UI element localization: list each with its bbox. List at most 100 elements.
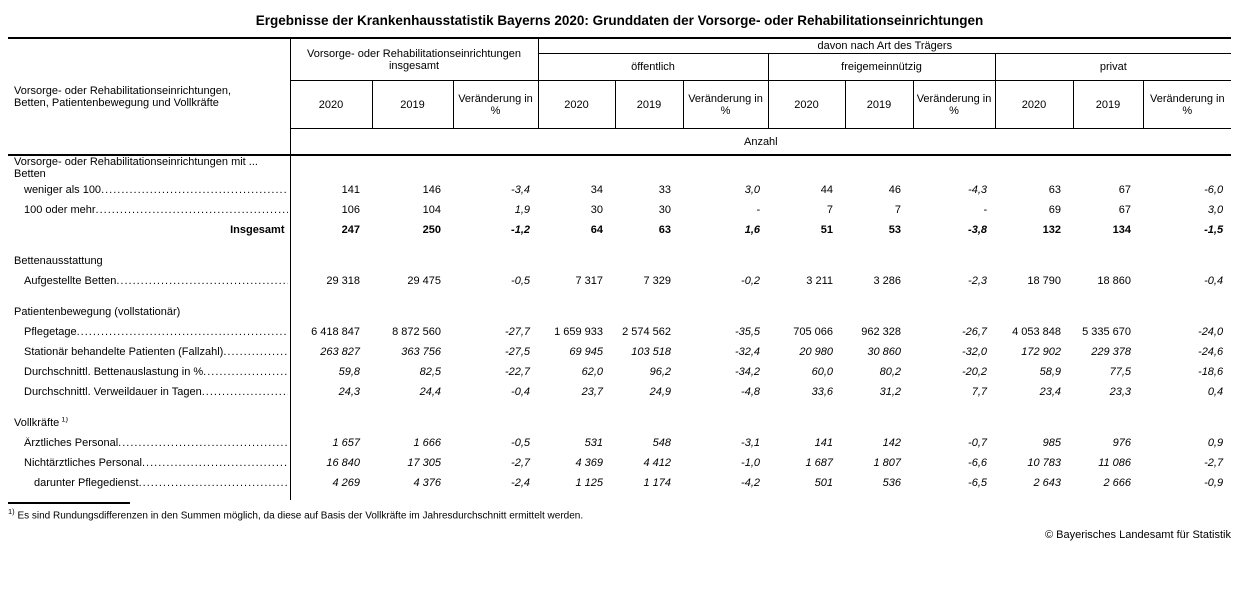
cell: 141 [341, 184, 360, 196]
col-header-2020: 2020 [995, 80, 1074, 129]
footnote-marker: 1) [8, 507, 15, 516]
cell: 536 [882, 477, 902, 489]
cell: 103 518 [631, 346, 672, 358]
cell: 63 [1048, 184, 1062, 196]
cell: 33,6 [811, 386, 834, 398]
table-row: Nichtärztliches Personal 16 840 17 305 -2,7… [8, 453, 1231, 473]
col-header-2020: 2020 [538, 80, 616, 129]
cell: 24,3 [338, 386, 360, 398]
cell: 1 174 [643, 477, 672, 489]
cell: -24,0 [1198, 326, 1224, 338]
cell: 3 286 [873, 275, 902, 287]
table-row: Stationär behandelte Patienten (Fallzahl… [8, 342, 1231, 362]
spacer-cell [8, 240, 291, 251]
dot-leader [118, 437, 287, 449]
cell: 69 [1048, 204, 1062, 216]
cell: 250 [422, 224, 441, 236]
cell: 1 659 933 [554, 326, 604, 338]
main-table: Vorsorge- oder Rehabilitationseinrichtun… [8, 37, 1232, 500]
spacer-cell [290, 240, 1231, 251]
cell: -20,2 [961, 366, 988, 378]
spacer-row [8, 402, 1231, 413]
dot-leader [101, 184, 287, 196]
cell: 1,9 [514, 204, 531, 216]
cell: -4,8 [741, 386, 761, 398]
row-label: Vollkräfte 1) [8, 413, 291, 433]
cell: 1 125 [575, 477, 604, 489]
cell: 0,9 [1207, 437, 1224, 449]
row-filler [290, 413, 1231, 433]
col-header-veraenderung: Veränderung in % [913, 80, 996, 129]
col-group-freigemeinnuetzig: freigemeinnützig [768, 53, 996, 81]
col-group-davon: davon nach Art des Trägers [538, 37, 1232, 54]
cell: 7 [826, 204, 834, 216]
cell: 7 329 [643, 275, 672, 287]
dot-leader [203, 366, 287, 378]
row-label: Stationär behandelte Patienten (Fallzahl… [8, 342, 291, 362]
cell: -24,6 [1198, 346, 1224, 358]
cell: 20 980 [799, 346, 834, 358]
cell: -26,7 [961, 326, 988, 338]
row-label: darunter Pflegedienst [8, 473, 291, 493]
spacer-row [8, 291, 1231, 302]
table-row: Patientenbewegung (vollstationär) [8, 302, 1231, 322]
dot-leader [223, 346, 287, 358]
cell: 30 860 [867, 346, 902, 358]
row-label: Bettenausstattung [8, 251, 291, 271]
cell: 11 086 [1098, 457, 1132, 469]
cell: 82,5 [419, 366, 441, 378]
cell: -22,7 [504, 366, 531, 378]
dot-leader [202, 386, 288, 398]
cell: 29 475 [407, 275, 441, 287]
cell: 104 [422, 204, 441, 216]
cell: 2 574 562 [622, 326, 672, 338]
cell: -0,2 [741, 275, 761, 287]
table-header: Vorsorge- oder Rehabilitationseinrichtun… [8, 37, 1232, 156]
cell: 60,0 [811, 366, 834, 378]
cell: -0,5 [511, 437, 531, 449]
cell: 1 657 [332, 437, 360, 449]
footnote-rule [8, 502, 130, 504]
col-header-2019: 2019 [615, 80, 684, 129]
cell: -2,7 [1204, 457, 1224, 469]
header-row-years: 2020 2019 Veränderung in % 2020 2019 Ver… [8, 80, 1232, 129]
cell: 58,9 [1039, 366, 1062, 378]
cell: -2,3 [968, 275, 988, 287]
cell: 2 643 [1033, 477, 1062, 489]
col-header-2019: 2019 [372, 80, 454, 129]
cell: 10 783 [1027, 457, 1062, 469]
table-row: Ärztliches Personal 1 657 1 666 -0,5 531 548 -… [8, 433, 1231, 453]
cell: 59,8 [338, 366, 360, 378]
cell: 30 [658, 204, 672, 216]
table-row: Bettenausstattung [8, 251, 1231, 271]
spacer-cell [290, 291, 1231, 302]
row-label: Nichtärztliches Personal [8, 453, 291, 473]
cell: 3,0 [1207, 204, 1224, 216]
cell: 976 [1112, 437, 1132, 449]
row-label: weniger als 100 [8, 180, 291, 200]
col-header-veraenderung: Veränderung in % [683, 80, 769, 129]
header-row-subgroups: öffentlich freigemeinnützig privat [8, 53, 1232, 81]
table-row: Insgesamt 247 250 -1,2 64 63 1,6 51 53 -3,8 132 134… [8, 220, 1231, 240]
cell: 44 [820, 184, 834, 196]
dot-leader [77, 326, 288, 338]
cell: 985 [1042, 437, 1062, 449]
cell: 134 [1112, 224, 1132, 236]
cell: 64 [590, 224, 604, 236]
spacer-cell [290, 493, 1231, 500]
dot-leader [96, 204, 288, 216]
cell: 67 [1118, 204, 1132, 216]
cell: 6 418 847 [311, 326, 360, 338]
cell: 31,2 [879, 386, 902, 398]
header-row-groups: Vorsorge- oder Rehabilitationseinrichtun… [8, 37, 1232, 156]
cell: 62,0 [581, 366, 604, 378]
cell: - [756, 204, 761, 216]
col-group-oeffentlich: öffentlich [538, 53, 769, 81]
spacer-row [8, 240, 1231, 251]
cell: 1,6 [744, 224, 761, 236]
cell: 7 [894, 204, 902, 216]
row-label: Pflegetage [8, 322, 291, 342]
cell: 4 053 848 [1012, 326, 1062, 338]
table-row: 100 oder mehr 106 104 1,9 30 30 - 7 7 - 69 67 3,0 [8, 200, 1231, 220]
